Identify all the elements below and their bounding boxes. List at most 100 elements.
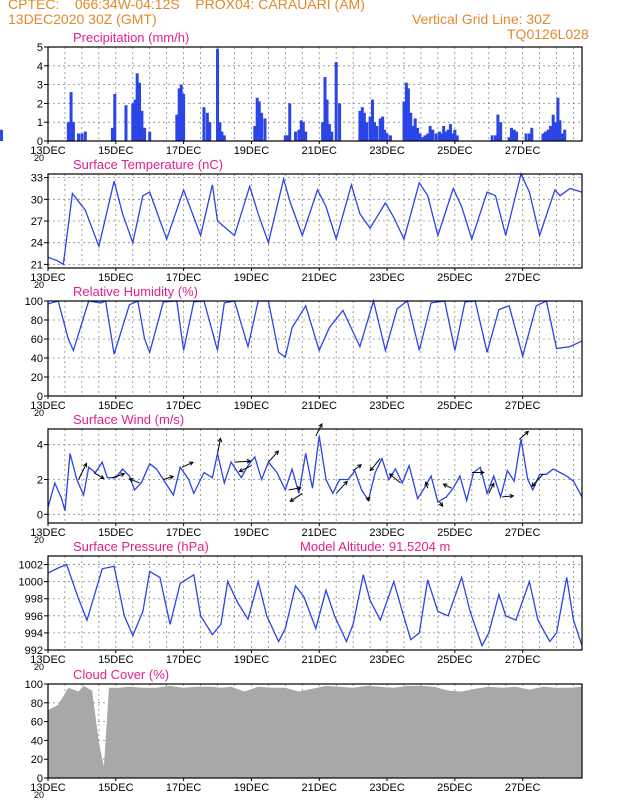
wind-arrow <box>518 431 529 440</box>
wind-arrow-head <box>442 483 448 488</box>
x-tick-label: 21DEC <box>302 654 338 666</box>
x-tick-label: 23DEC <box>369 527 405 539</box>
y-tick-label: 21 <box>31 259 43 271</box>
x-tick-label: 27DEC <box>505 654 541 666</box>
precip-bar <box>286 135 290 141</box>
precip-bar <box>434 133 438 141</box>
precip-bar <box>509 127 513 141</box>
precip-bar <box>439 133 443 141</box>
y-tick-label: 0 <box>37 509 43 521</box>
x-tick-label: 13DEC <box>30 654 66 666</box>
y-tick-label: 0 <box>37 773 43 785</box>
panel-frame <box>47 555 583 651</box>
panel-frame <box>47 46 583 142</box>
precip-bar <box>418 133 422 141</box>
wind-arrow <box>129 478 140 484</box>
wind-arrow <box>217 438 222 454</box>
precip-bar <box>358 110 362 141</box>
x-tick-label: 15DEC <box>98 272 134 284</box>
y-tick-label: 30 <box>31 194 43 206</box>
wind-arrow-head <box>531 482 536 488</box>
precip-bar <box>138 82 142 141</box>
precip-bar <box>515 131 519 141</box>
precip-bar <box>524 133 528 141</box>
x-tick-label: 23DEC <box>369 145 405 157</box>
wind-arrow-head <box>289 497 295 502</box>
precip-bar <box>321 122 325 141</box>
x-tick-label: 13DEC <box>30 782 66 794</box>
x-tick-label: 25DEC <box>437 782 473 794</box>
y-tick-label: 20 <box>31 754 43 766</box>
header-grid-note: Vertical Grid Line: 30Z <box>412 11 551 27</box>
precip-bar <box>0 129 3 141</box>
wind-arrow <box>443 483 452 489</box>
precip-bar <box>220 131 224 141</box>
precip-bar <box>426 133 430 141</box>
wind-arrow <box>93 472 105 479</box>
precip-bar <box>113 94 117 141</box>
precip-bar <box>428 125 432 141</box>
precip-bar <box>543 131 547 141</box>
y-tick-label: 998 <box>25 594 43 606</box>
x-tick-label: 21DEC <box>302 527 338 539</box>
x-tick-label: 19DEC <box>234 782 270 794</box>
x-tick-label: 19DEC <box>234 272 270 284</box>
x-tick-label: 15DEC <box>98 527 134 539</box>
wind-arrow <box>531 473 544 487</box>
y-tick-label: 100 <box>25 296 43 308</box>
x-tick-label: 15DEC <box>98 400 134 412</box>
precip-bar <box>373 122 377 141</box>
x-tick-label: 21DEC <box>302 145 338 157</box>
y-tick-label: 20 <box>31 372 43 384</box>
wind-arrow-head <box>369 466 375 472</box>
x-tick-label: 19DEC <box>234 400 270 412</box>
panel-title: Surface Pressure (hPa) <box>73 539 209 554</box>
precip-bar <box>135 73 139 141</box>
precip-bar <box>294 131 298 141</box>
x-tick-label: 17DEC <box>166 145 202 157</box>
precip-bar <box>182 94 186 141</box>
y-tick-label: 40 <box>31 353 43 365</box>
x-tick-label: 25DEC <box>437 654 473 666</box>
precip-bar <box>205 112 209 141</box>
x-tick-label: 15DEC <box>98 145 134 157</box>
precip-bar <box>556 97 560 141</box>
precip-bar <box>375 125 379 141</box>
x-year-stub: 20 <box>34 280 44 290</box>
y-tick-label: 0 <box>37 391 43 403</box>
panel-subtitle: Model Altitude: 91.5204 m <box>300 539 450 554</box>
precip-bar <box>177 88 181 141</box>
x-tick-label: 17DEC <box>166 272 202 284</box>
precip-bar <box>421 137 425 141</box>
wind-arrow-head <box>365 496 371 502</box>
header-run-time: 13DEC2020 30Z (GMT) <box>8 11 157 27</box>
precip-bar <box>255 97 259 141</box>
precip-bar <box>383 129 387 141</box>
y-tick-label: 27 <box>31 216 43 228</box>
wind-arrow-head <box>318 423 323 428</box>
wind-arrow-head <box>388 473 394 478</box>
precip-bar <box>388 135 392 141</box>
wind-arrow-head <box>274 450 280 456</box>
precip-bar <box>334 62 338 141</box>
y-tick-label: 0 <box>37 136 43 148</box>
panel-title: Precipitation (mm/h) <box>73 30 189 45</box>
x-tick-label: 19DEC <box>234 654 270 666</box>
panel-title: Relative Humidity (%) <box>73 284 198 299</box>
x-tick-label: 17DEC <box>166 400 202 412</box>
y-tick-label: 60 <box>31 334 43 346</box>
y-tick-label: 4 <box>37 61 43 73</box>
precip-bar <box>208 122 212 141</box>
precip-bar <box>148 131 152 141</box>
precip-bar <box>512 129 516 141</box>
x-tick-label: 13DEC <box>30 527 66 539</box>
wind-arrow <box>268 450 279 463</box>
precip-bar <box>494 135 498 141</box>
precip-bar <box>77 133 81 141</box>
x-tick-label: 13DEC <box>30 272 66 284</box>
panel-title: Cloud Cover (%) <box>73 667 169 682</box>
precip-bar <box>370 99 374 141</box>
precip-bar <box>288 103 292 141</box>
precip-bar <box>327 124 331 141</box>
precip-bar <box>218 122 222 141</box>
